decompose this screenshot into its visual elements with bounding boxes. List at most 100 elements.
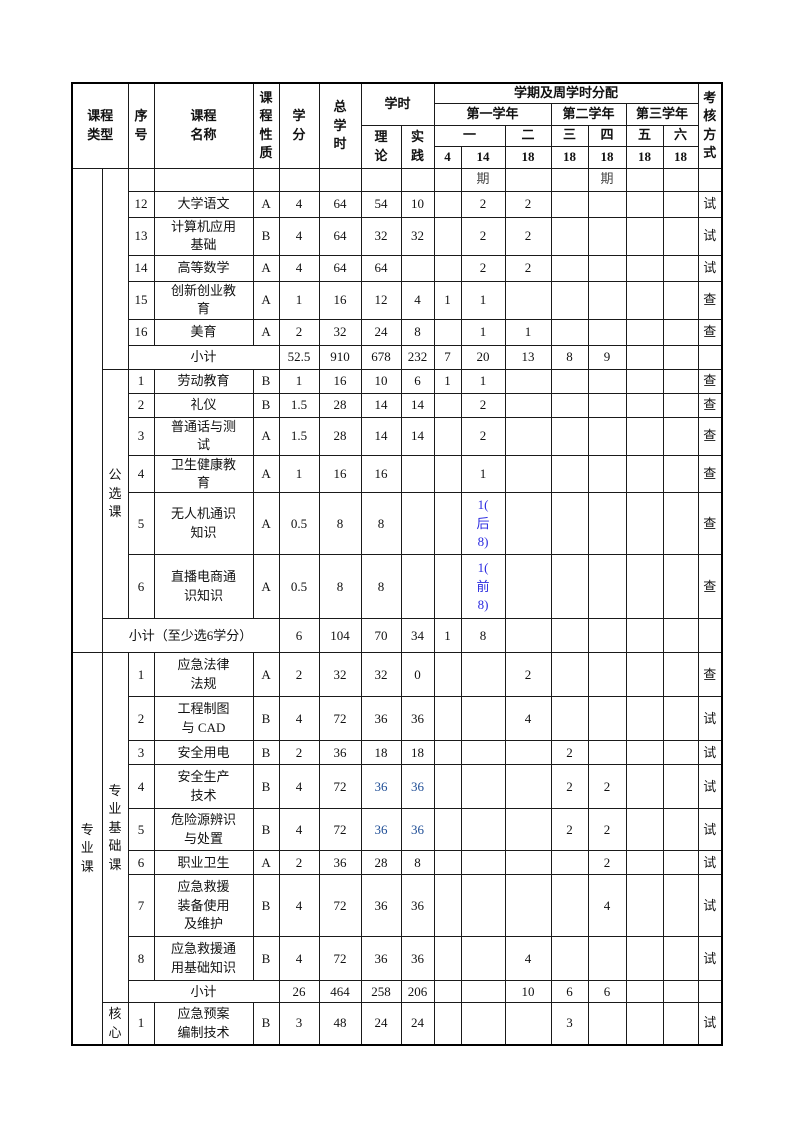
cell-s2 — [504, 764, 552, 810]
cell-course-name: 计算机应用 基础 — [153, 216, 254, 256]
cell-s6 — [662, 254, 699, 282]
cell-credits: 6 — [278, 618, 320, 654]
cell-total: 36 — [318, 850, 362, 876]
cell-theory: 678 — [360, 344, 402, 370]
cell-nature: A — [252, 652, 280, 698]
cell-s2 — [504, 1002, 552, 1046]
cell-total: 32 — [318, 652, 362, 698]
cell-s6 — [662, 618, 699, 654]
cell-s6 — [662, 392, 699, 418]
cell-nature: A — [252, 280, 280, 320]
cell-s5 — [625, 454, 664, 494]
cell-w14 — [460, 696, 506, 742]
cell-w4 — [433, 392, 462, 418]
table-row: 5 无人机通识 知识 A 0.5 8 8 1( 后 8) 查 — [72, 492, 723, 556]
cell-w14: 2 — [460, 416, 506, 456]
cell-nature: A — [252, 190, 280, 218]
cell — [697, 167, 723, 192]
table-row: 专 业 课 专 业 基 础 课 1 应急法律 法规 A 2 32 32 0 2 … — [71, 652, 723, 1046]
cell-seq: 4 — [127, 764, 155, 810]
cell-s5 — [625, 936, 664, 982]
cell-course-name: 礼仪 — [153, 392, 254, 418]
header-sem-6: 六 — [662, 124, 699, 147]
cell — [127, 167, 155, 192]
cell-w4 — [433, 696, 462, 742]
cell-seq: 3 — [127, 416, 155, 456]
header-seq: 序 号 — [127, 82, 155, 169]
cell-w4 — [433, 554, 462, 620]
cell-s2: 2 — [504, 652, 552, 698]
cell-seq: 5 — [127, 808, 155, 852]
cell-s5 — [625, 850, 664, 876]
cell-s6 — [662, 1002, 699, 1046]
cell — [153, 167, 254, 192]
cell-w4 — [433, 652, 462, 698]
side-label-core: 核 心 — [101, 1002, 129, 1046]
cell-seq: 16 — [127, 318, 155, 346]
cell-seq: 15 — [127, 280, 155, 320]
cell-w14: 1 — [460, 454, 506, 494]
cell-course-name: 安全用电 — [153, 740, 254, 766]
cell-w14: 1 — [460, 280, 506, 320]
cell-theory: 36 — [360, 874, 402, 938]
cell-seq: 2 — [127, 392, 155, 418]
cell-practice: 6 — [400, 368, 435, 394]
cell-w4 — [433, 190, 462, 218]
cell-s3 — [550, 254, 589, 282]
cell-s4 — [587, 740, 627, 766]
cell-s2: 4 — [504, 936, 552, 982]
cell-s4: 4 — [587, 874, 627, 938]
cell-w14-annotation: 1( 前 8) — [460, 554, 506, 620]
cell-w14: 1 — [460, 368, 506, 394]
cell-s4 — [587, 368, 627, 394]
cell-s5 — [625, 416, 664, 456]
cell-credits: 1.5 — [278, 392, 320, 418]
cell-theory: 258 — [360, 980, 402, 1004]
cell-course-name: 应急预案 编制技术 — [153, 1002, 254, 1046]
cell-practice: 36 — [400, 874, 435, 938]
cell-s6 — [662, 850, 699, 876]
subtotal-label: 小计 — [127, 980, 280, 1004]
cell-theory: 18 — [360, 740, 402, 766]
table-row: 12 大学语文 A 4 64 54 10 2 2 试 — [72, 190, 723, 218]
cell-credits: 2 — [278, 740, 320, 766]
cell-credits: 2 — [278, 652, 320, 698]
cell-credits: 0.5 — [278, 554, 320, 620]
cell-s4 — [587, 454, 627, 494]
cell-s3 — [550, 874, 589, 938]
cell-s3 — [550, 850, 589, 876]
cell-assess: 查 — [697, 318, 723, 346]
cell-credits: 1 — [278, 454, 320, 494]
cell-s4: 2 — [587, 764, 627, 810]
table-row: 16 美育 A 2 32 24 8 1 1 查 — [72, 318, 723, 346]
table-row: 3 安全用电 B 2 36 18 18 2 试 — [72, 740, 723, 766]
cell-seq: 4 — [127, 454, 155, 494]
cell-s4 — [587, 696, 627, 742]
cell-w4 — [433, 808, 462, 852]
cell-w14 — [460, 936, 506, 982]
cell-s2 — [504, 554, 552, 620]
cell-w4: 1 — [433, 280, 462, 320]
cell-s5 — [625, 280, 664, 320]
header-sem-3: 三 — [550, 124, 589, 147]
cell-practice — [400, 554, 435, 620]
cell-s6 — [662, 652, 699, 698]
cell-s6 — [662, 454, 699, 494]
cell-w4 — [433, 740, 462, 766]
cell-s3: 2 — [550, 764, 589, 810]
cell-s2 — [504, 808, 552, 852]
cell-s4: 6 — [587, 980, 627, 1004]
cell-theory: 70 — [360, 618, 402, 654]
cell-assess: 试 — [697, 216, 723, 256]
cell-seq: 1 — [127, 1002, 155, 1046]
cell-s4 — [587, 492, 627, 556]
header-weeks-4: 18 — [550, 145, 589, 169]
cell-s6 — [662, 492, 699, 556]
cell-w14: 2 — [460, 254, 506, 282]
cell-s4 — [587, 216, 627, 256]
cell-course-name: 卫生健康教 育 — [153, 454, 254, 494]
cell-assess: 查 — [697, 652, 723, 698]
cell-nature: B — [252, 392, 280, 418]
cell-practice: 232 — [400, 344, 435, 370]
cell — [278, 167, 320, 192]
